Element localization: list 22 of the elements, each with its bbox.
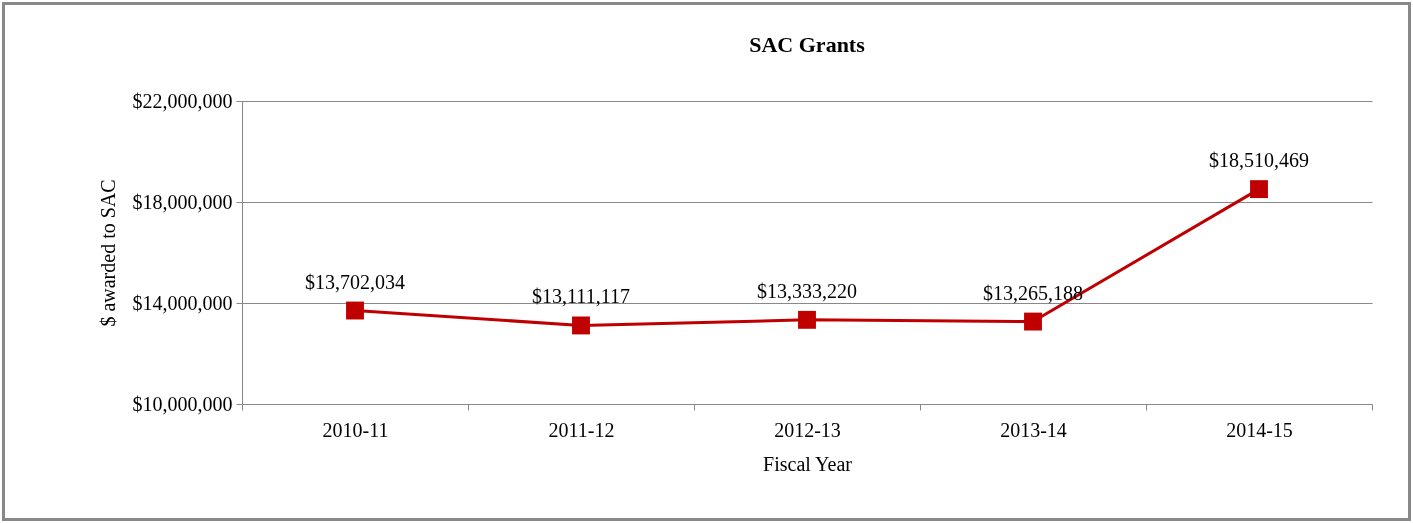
y-tick-label: $14,000,000 (132, 291, 233, 314)
point (1250, 180, 1268, 199)
y-axis-title: $ awarded to SAC (96, 179, 119, 327)
y-tick-label: $22,000,000 (132, 89, 233, 112)
x-tick-label: 2014-15 (1226, 418, 1293, 441)
text: $13,111,117 (532, 285, 630, 308)
y-tick-label: $18,000,000 (132, 190, 233, 213)
point (572, 316, 590, 335)
point (1024, 312, 1042, 331)
x-tick-label: 2011-12 (548, 418, 615, 441)
text: $13,333,220 (757, 279, 857, 302)
chart-title: SAC Grants (749, 32, 866, 57)
x-tick-label: 2012-13 (774, 418, 841, 441)
text: $13,702,034 (305, 270, 405, 293)
text: $13,265,188 (983, 281, 1083, 304)
x-axis-title: Fiscal Year (763, 452, 853, 475)
x-tick-label: 2010-11 (322, 418, 389, 441)
text: $18,510,469 (1209, 149, 1309, 172)
point (798, 310, 816, 329)
point (346, 301, 364, 320)
y-tick-label: $10,000,000 (132, 392, 233, 415)
x-tick-label: 2013-14 (1000, 418, 1067, 441)
